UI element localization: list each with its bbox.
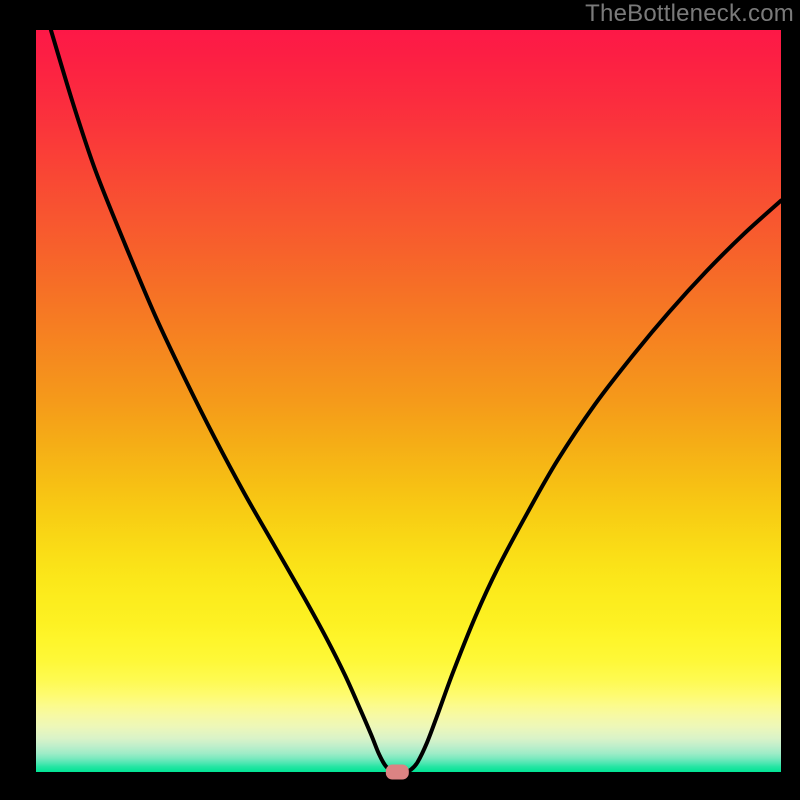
bottleneck-chart: [0, 0, 800, 800]
minimum-marker: [386, 765, 408, 779]
watermark-label: TheBottleneck.com: [585, 0, 794, 28]
plot-background: [36, 30, 781, 772]
chart-container: TheBottleneck.com: [0, 0, 800, 800]
